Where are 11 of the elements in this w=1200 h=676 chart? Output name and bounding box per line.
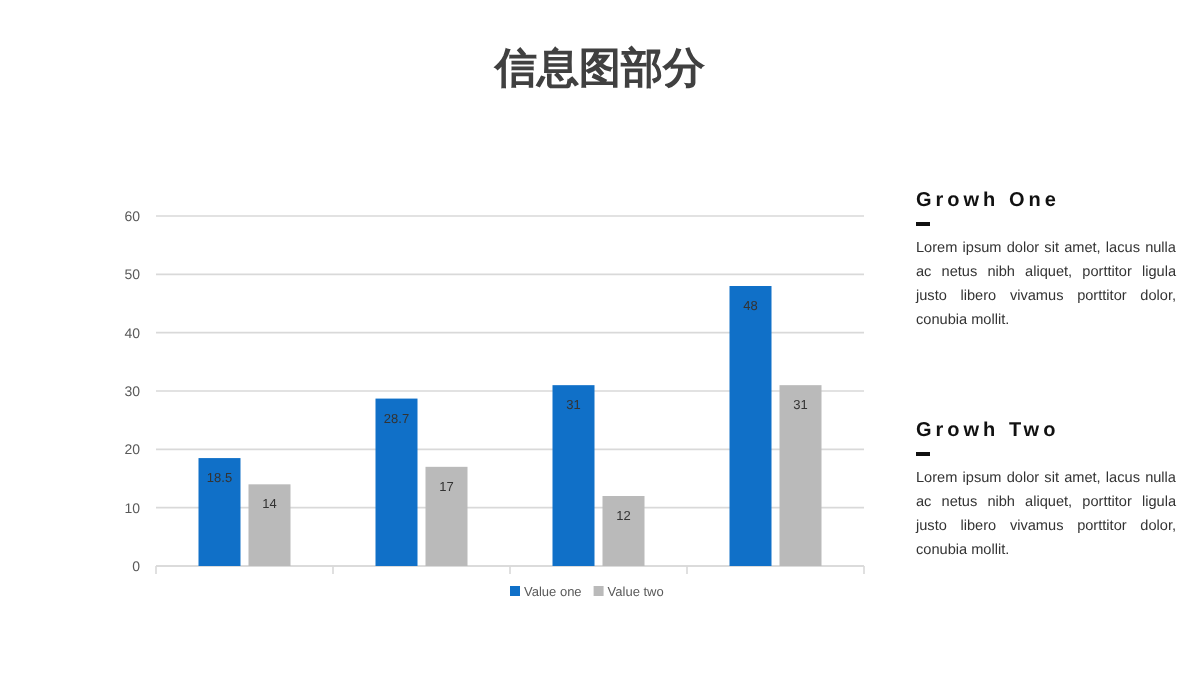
bar — [425, 466, 468, 566]
bar — [729, 286, 772, 566]
bar — [248, 484, 291, 566]
chart-title: 信息图部分 — [491, 43, 707, 96]
bar — [552, 385, 595, 566]
bar — [779, 385, 822, 566]
text: Growh One — [916, 190, 1062, 212]
bar — [375, 398, 418, 566]
text: Growh Two — [916, 420, 1062, 442]
bar — [198, 458, 241, 566]
bar — [602, 496, 645, 566]
